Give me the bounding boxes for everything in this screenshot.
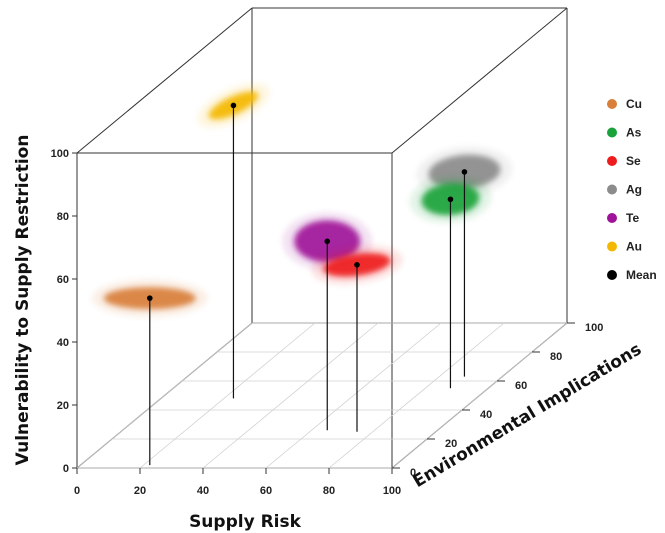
grid-line [139, 322, 316, 469]
y-tick-label: 60 [515, 380, 527, 392]
grid-line [328, 322, 505, 469]
x-tick-label: 0 [74, 485, 80, 497]
legend-label: Cu [626, 97, 642, 111]
grid-line [202, 322, 379, 469]
z-tick-label: 60 [57, 274, 69, 286]
legend-label: Te [626, 211, 639, 225]
grid-line [391, 322, 568, 469]
mean-point-au [230, 102, 237, 109]
legend-label: Au [626, 240, 642, 254]
box-edge [391, 7, 568, 154]
y-tick-label: 0 [410, 467, 416, 479]
x-tick-label: 60 [260, 485, 272, 497]
legend-label: As [626, 126, 642, 140]
x-axis-title: Supply Risk [189, 512, 302, 532]
legend-label: Mean [626, 268, 657, 282]
grid-line [265, 322, 442, 469]
x-tick-label: 40 [197, 485, 209, 497]
legend-swatch [607, 270, 617, 280]
mean-stems [149, 105, 466, 466]
legend-label: Ag [626, 183, 642, 197]
y-tick-label: 80 [550, 351, 562, 363]
legend-swatch [607, 156, 617, 166]
z-tick-label: 80 [57, 211, 69, 223]
y-tick-label: 20 [445, 438, 457, 450]
legend-swatch [607, 213, 617, 223]
y-tick-label: 100 [585, 322, 603, 334]
legend: Cu As Se Ag Te Au Mean [607, 97, 657, 282]
x-tick-label: 20 [134, 485, 146, 497]
z-tick-label: 20 [57, 400, 69, 412]
mean-point-cu [147, 295, 153, 301]
legend-swatch [607, 184, 617, 195]
z-tick-label: 40 [57, 337, 69, 349]
grid-line [76, 322, 253, 469]
mean-point-se [354, 262, 360, 268]
mean-point-as [447, 196, 454, 203]
mean-points [147, 102, 468, 301]
mean-point-te [324, 238, 331, 245]
z-tick-label: 0 [63, 463, 69, 475]
box-edge [76, 7, 253, 154]
y-axis-title: Environmental Implications [410, 339, 646, 491]
mean-point-ag [461, 169, 468, 175]
floor-grid [76, 322, 568, 469]
z-axis-title: Vulnerability to Supply Restriction [13, 135, 33, 466]
tick-labels: 0 20 40 60 80 100 0 20 40 60 80 100 0 20 40 60 80 100 [51, 148, 604, 497]
legend-swatch [607, 127, 617, 138]
legend-swatch [607, 99, 617, 109]
z-tick-label: 100 [51, 148, 69, 160]
y-tick-label: 40 [480, 409, 492, 421]
x-tick-label: 80 [323, 485, 335, 497]
legend-swatch [607, 241, 617, 252]
x-tick-label: 100 [383, 485, 401, 497]
legend-label: Se [626, 154, 641, 168]
